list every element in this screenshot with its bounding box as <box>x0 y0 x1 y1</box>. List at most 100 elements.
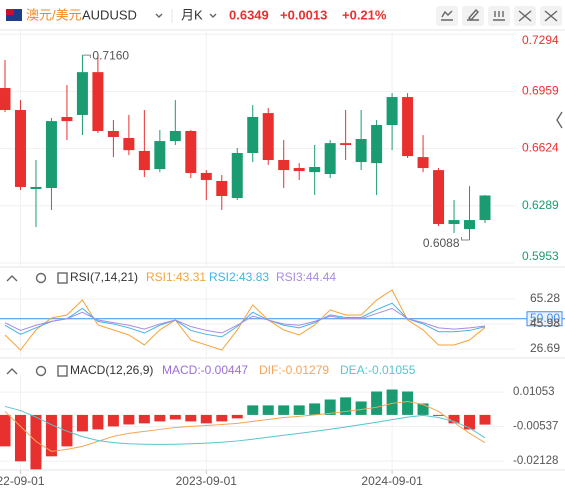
dropdown-icon <box>155 13 163 18</box>
legend-entry: DEA:-0.01055 <box>340 363 416 377</box>
indicator-box <box>57 272 68 284</box>
low-label: 0.6088 <box>423 236 460 250</box>
x-tick-label: 2024-09-01 <box>361 474 423 488</box>
macd-bar <box>417 403 429 415</box>
tool-icon <box>493 11 505 21</box>
candle-body <box>247 117 259 154</box>
macd-bar <box>309 403 321 415</box>
symbol[interactable]: AUDUSD <box>82 7 137 22</box>
legend-entry: RSI2:43.83 <box>209 270 269 284</box>
y-tick-label: 45.98 <box>530 316 560 330</box>
indicator-button[interactable] <box>436 6 458 26</box>
candle-body <box>123 137 135 151</box>
annotation-line <box>82 54 91 59</box>
candle-body <box>138 150 150 171</box>
macd-bar <box>185 414 197 422</box>
candle-body <box>154 141 166 170</box>
candle-body <box>61 117 73 122</box>
macd-bar <box>278 405 290 415</box>
candle-body <box>200 172 212 180</box>
macd-bar <box>262 405 274 415</box>
indicator-icon <box>441 10 453 21</box>
annotation-line <box>461 237 470 241</box>
macd-bar <box>324 399 336 415</box>
macd-bar <box>107 414 119 427</box>
flag-icon <box>6 9 14 15</box>
macd-bar <box>200 414 212 424</box>
y-tick-label: 26.69 <box>530 341 560 355</box>
collapse-icon[interactable] <box>6 368 18 375</box>
candle-body <box>324 143 336 174</box>
y-tick-label: 0.7294 <box>522 33 559 47</box>
fullscreen-icon <box>518 10 532 22</box>
macd-bar <box>45 414 57 457</box>
candle-body <box>231 153 243 199</box>
collapse-icon[interactable] <box>6 275 18 282</box>
macd-bar <box>216 414 228 422</box>
candle-body <box>76 72 88 115</box>
macd-bar <box>402 391 414 415</box>
dropdown-icon <box>209 13 217 18</box>
candle-body <box>464 220 476 230</box>
legend-entry: MACD:-0.00447 <box>162 363 248 377</box>
macd-bar <box>92 414 104 430</box>
close-icon <box>544 10 558 22</box>
y-tick-label: 0.6289 <box>522 198 559 212</box>
indicator-line <box>4 307 486 334</box>
candle-body <box>386 97 398 126</box>
indicator-line <box>4 289 486 351</box>
draw-button[interactable] <box>462 6 484 26</box>
macd-bar <box>76 414 88 432</box>
macd-bar <box>340 397 352 415</box>
macd-bar <box>386 389 398 415</box>
y-tick-label: 0.5953 <box>522 249 559 263</box>
settings-icon[interactable] <box>35 272 47 284</box>
x-tick-label: 2023-09-01 <box>176 474 238 488</box>
candle-body <box>14 110 26 187</box>
macd-bar <box>371 391 383 415</box>
macd-bar <box>169 414 181 420</box>
macd-bar <box>154 414 166 422</box>
y-tick-label: 65.28 <box>530 291 560 305</box>
candle-body <box>169 131 181 142</box>
macd-bar <box>464 414 476 430</box>
candle-body <box>293 168 305 172</box>
draw-icon <box>467 8 479 22</box>
price: 0.6349 <box>229 7 269 22</box>
candle-body <box>278 160 290 171</box>
y-tick-label: 0.6624 <box>522 141 559 155</box>
candle-body <box>340 143 352 145</box>
y-tick-label: 0.6959 <box>522 84 559 98</box>
macd-bar <box>433 414 445 416</box>
macd-bar <box>448 414 460 424</box>
pair-name: 澳元/美元 <box>26 7 82 22</box>
candle-body <box>185 131 197 173</box>
x-tick-label: 22-09-01 <box>0 474 45 488</box>
candle-body <box>355 139 367 163</box>
y-tick-label: 0.01053 <box>513 386 555 398</box>
candle-body <box>30 186 42 190</box>
macd-bar <box>479 414 491 425</box>
candle-body <box>0 88 11 111</box>
macd-bar <box>0 414 11 447</box>
settings-icon[interactable] <box>35 365 47 377</box>
header: 澳元/美元 AUDUSD 月K 0.6349 +0.0013 +0.21% <box>6 6 562 26</box>
macd-bar <box>30 414 42 470</box>
macd-bar <box>293 405 305 415</box>
indicator-title: MACD(12,26,9) <box>70 363 153 377</box>
candle-body <box>433 170 445 224</box>
candle-body <box>92 72 104 132</box>
macd-bar <box>231 414 243 419</box>
expand-icon[interactable] <box>556 111 563 129</box>
change-pct: +0.21% <box>342 7 387 22</box>
candle-body <box>402 97 414 157</box>
macd-line <box>4 405 486 445</box>
macd-bar <box>138 414 150 424</box>
candle-body <box>107 131 119 137</box>
candle-body <box>216 180 228 197</box>
indicator-line <box>4 302 486 338</box>
macd-line <box>4 400 486 452</box>
indicator-box <box>57 365 68 377</box>
period[interactable]: 月K <box>181 7 203 22</box>
